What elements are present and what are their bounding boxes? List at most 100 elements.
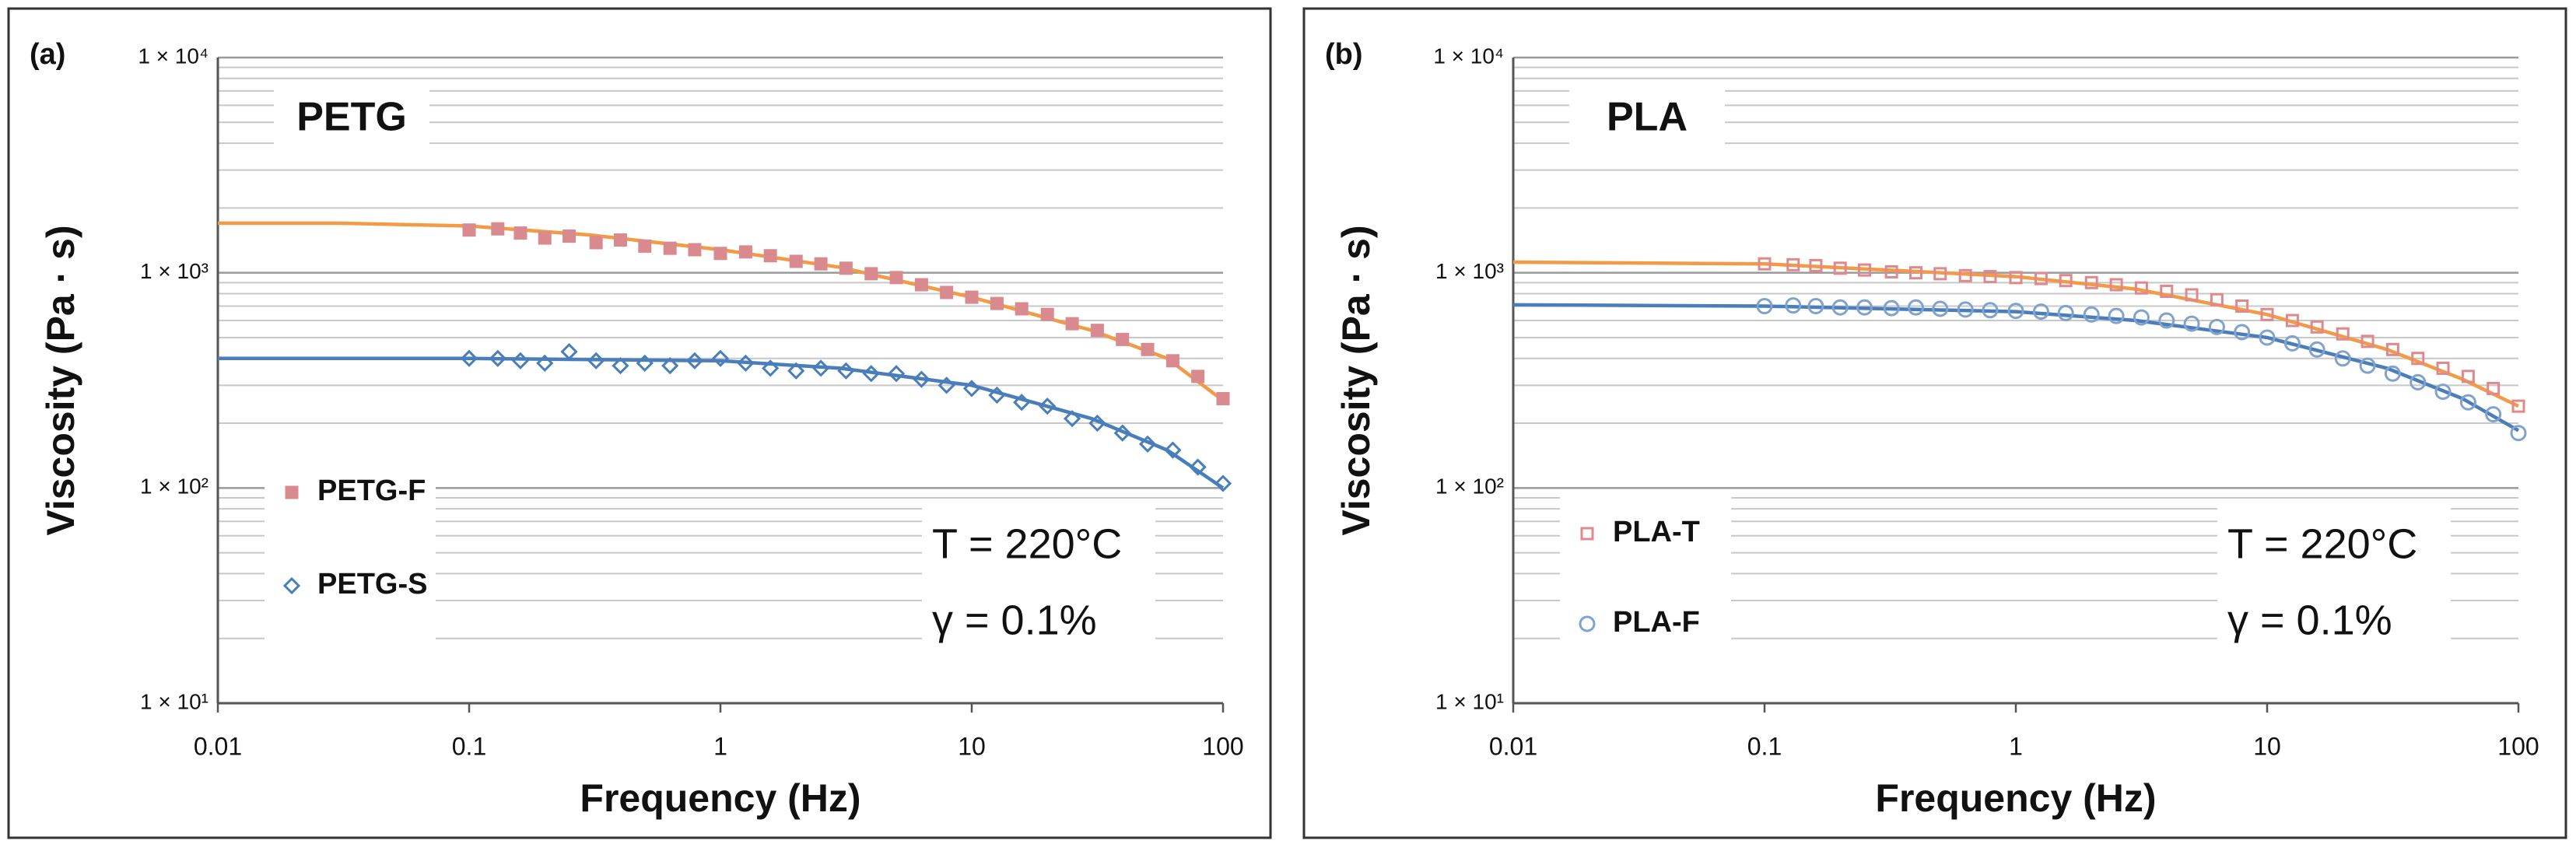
marker-diamond [536,354,554,373]
marker-square [2235,299,2249,313]
x-tick-label: 1 [2009,732,2023,760]
marker-circle [2485,406,2502,423]
marker-square [1758,257,1772,271]
marker-square [1884,264,1898,278]
marker-circle [2133,309,2150,326]
annotation: γ = 0.1% [932,597,1097,643]
marker-square [713,247,727,261]
marker-square [1165,354,1179,368]
y-axis-title: Viscosity (Pa · s) [39,225,82,535]
x-tick-label: 100 [2497,732,2539,760]
marker-diamond [887,365,906,383]
y-tick-label: 1 × 10¹ [1435,689,1504,713]
marker-circle [2283,334,2301,352]
marker-square [285,485,299,499]
y-axis-title: Viscosity (Pa · s) [1334,225,1378,535]
marker-circle [2158,312,2175,329]
title-box [1569,81,1725,156]
marker-square [462,223,476,237]
marker-square [940,285,954,299]
y-tick-label: 1 × 10³ [1435,259,1504,283]
marker-square [2461,369,2475,383]
marker-circle [2083,306,2100,323]
marker-diamond [988,386,1006,404]
marker-square [491,222,505,236]
x-tick-label: 1 [713,732,727,760]
marker-square [1015,302,1029,316]
marker-circle [2032,303,2049,320]
marker-square [2285,313,2299,327]
marker-square [2336,327,2350,341]
x-tick-label: 0.01 [194,732,242,760]
marker-circle [1807,298,1824,315]
marker-diamond [612,357,629,375]
marker-circle [2410,373,2427,390]
marker-square [914,278,928,292]
marker-square [1858,263,1872,277]
marker-diamond [1039,397,1057,415]
fit-line [1512,260,2519,408]
x-tick-label: 10 [2253,732,2281,760]
marker-circle [1579,615,1596,632]
marker-square [2134,281,2148,295]
x-tick-label: 0.01 [1489,732,1537,760]
marker-diamond [938,376,955,394]
chart-title: PLA [1607,95,1688,140]
marker-square [2411,352,2425,366]
annotation: T = 220°C [2227,520,2417,567]
y-tick-label: 1 × 10² [140,475,209,499]
marker-diamond [587,352,605,369]
marker-diamond [762,359,780,377]
y-tick-label: 1 × 10⁴ [138,44,209,68]
marker-square [2310,320,2324,334]
marker-circle [1932,300,1949,317]
marker-diamond [511,352,530,369]
marker-square [2210,292,2224,306]
marker-square [1983,270,1997,284]
marker-diamond [636,354,654,373]
marker-square [990,296,1004,310]
marker-circle [1785,297,1802,314]
marker-square [663,241,677,255]
marker-square [1216,392,1230,406]
marker-diamond [737,354,755,373]
marker-diamond [962,380,981,397]
marker-square [2511,399,2525,413]
marker-circle [1856,299,1873,316]
marker-diamond [1013,394,1031,411]
marker-square [1065,317,1079,331]
marker-diamond [1214,475,1232,492]
x-axis-title: Frequency (Hz) [580,776,860,820]
marker-circle [2510,425,2527,442]
marker-square [738,245,752,259]
marker-diamond [1138,435,1157,453]
marker-square [2059,274,2073,288]
marker-circle [2434,383,2452,401]
panel-label: (b) [1325,38,1363,71]
marker-square [1141,342,1155,356]
marker-diamond [282,576,301,595]
x-axis-title: Frequency (Hz) [1875,776,2156,820]
marker-diamond [837,362,855,380]
marker-circle [2459,394,2476,411]
marker-circle [2057,304,2074,321]
marker-circle [2359,357,2376,374]
legend-label: PETG-S [317,568,427,601]
marker-circle [1982,302,1999,319]
annotation-box [922,505,1155,668]
marker-square [1786,257,1800,271]
marker-circle [2259,329,2276,346]
panel: 1 × 10¹ 1 × 10² 1 × 10³ 1 × 10⁴ 0.01 0.1 1 10 10… [7,7,1272,839]
marker-square [1191,369,1205,383]
marker-square [538,231,552,245]
marker-square [563,229,577,243]
marker-square [1116,332,1130,346]
marker-square [965,290,979,304]
marker-diamond [1113,424,1131,442]
marker-square [2084,275,2098,289]
panel-label: (a) [30,38,65,71]
marker-square [2360,334,2374,348]
title-box [274,81,429,156]
legend-label: PETG-F [317,475,426,507]
marker-square [1040,307,1054,321]
